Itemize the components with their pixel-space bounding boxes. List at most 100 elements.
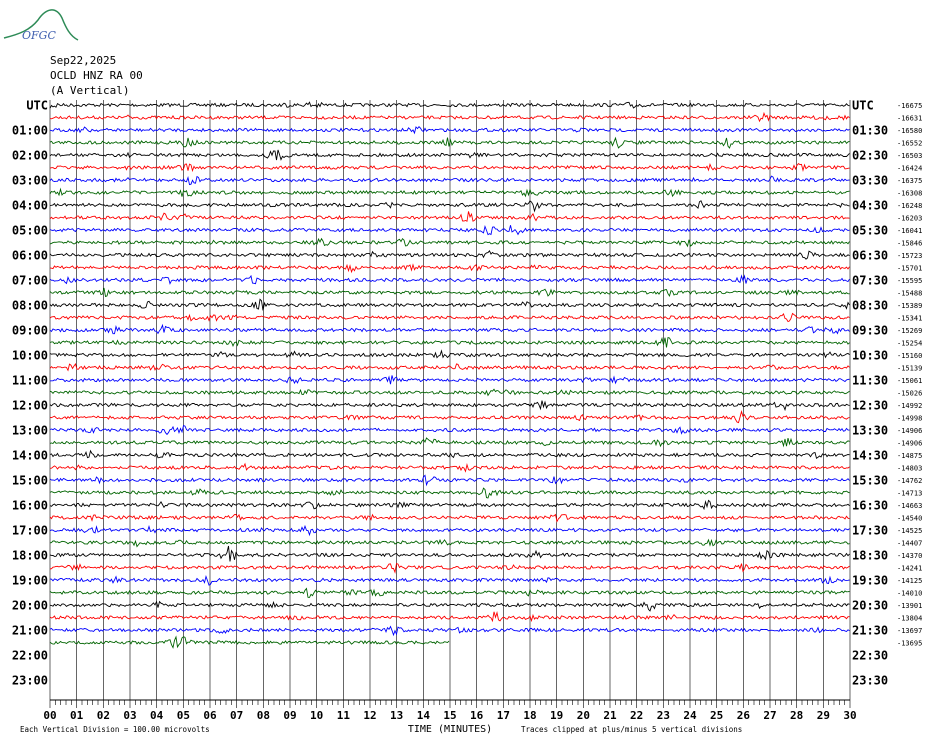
row-label-left: 14:00 [12, 449, 48, 463]
row-label-left: 09:00 [12, 324, 48, 338]
row-label-right: 01:30 [852, 124, 888, 138]
x-tick-label: 21 [603, 709, 617, 722]
station: OCLD HNZ RA 00 [50, 69, 143, 82]
x-tick-label: 23 [657, 709, 670, 722]
row-label-left: 13:00 [12, 424, 48, 438]
trace-offset: -15488 [897, 290, 922, 298]
x-tick-label: 00 [43, 709, 56, 722]
trace-offset: -14370 [897, 552, 922, 560]
row-label-right: UTC [852, 99, 874, 113]
x-tick-label: 17 [497, 709, 510, 722]
row-label-right: 16:30 [852, 499, 888, 513]
trace-offset: -15723 [897, 252, 922, 260]
trace [49, 563, 850, 574]
trace [49, 336, 850, 348]
trace-offset: -14992 [897, 402, 922, 410]
trace [49, 538, 850, 548]
row-label-right: 21:30 [852, 624, 888, 638]
x-tick-label: 02 [97, 709, 110, 722]
x-tick-label: 15 [443, 709, 456, 722]
x-tick-label: 20 [577, 709, 590, 722]
trace-offset: -14407 [897, 540, 922, 548]
trace [49, 635, 450, 649]
trace [49, 499, 850, 511]
row-label-right: 07:30 [852, 274, 888, 288]
trace-offset: -16041 [897, 227, 922, 235]
trace [49, 400, 850, 412]
row-label-left: 12:00 [12, 399, 48, 413]
trace [49, 163, 850, 173]
row-label-left: 18:00 [12, 549, 48, 563]
trace-offset: -16308 [897, 190, 922, 198]
x-tick-label: 12 [363, 709, 376, 722]
x-tick-label: 13 [390, 709, 403, 722]
trace [49, 101, 850, 109]
row-label-right: 18:30 [852, 549, 888, 563]
trace [49, 237, 850, 248]
trace-offset: -13695 [897, 640, 922, 648]
trace-offset: -15701 [897, 265, 922, 273]
x-tick-label: 06 [203, 709, 217, 722]
row-label-right: 12:30 [852, 399, 888, 413]
x-tick-label: 05 [177, 709, 190, 722]
x-tick-label: 08 [257, 709, 270, 722]
row-label-right: 11:30 [852, 374, 888, 388]
row-label-right: 04:30 [852, 199, 888, 213]
row-label-left: 05:00 [12, 224, 48, 238]
row-label-left: 02:00 [12, 149, 48, 163]
row-label-right: 02:30 [852, 149, 888, 163]
footnote: Traces clipped at plus/minus 5 vertical … [521, 725, 742, 734]
x-tick-label: 14 [417, 709, 431, 722]
trace [49, 211, 850, 222]
logo-curve [3, 9, 79, 41]
trace-offset: -15160 [897, 352, 922, 360]
trace-offset: -16248 [897, 202, 922, 210]
trace [49, 425, 850, 436]
row-label-left: 11:00 [12, 374, 48, 388]
trace [49, 175, 850, 186]
trace [49, 545, 850, 562]
x-tick-label: 30 [843, 709, 856, 722]
trace [49, 111, 850, 123]
row-label-left: 16:00 [12, 499, 48, 513]
x-axis-title: TIME (MINUTES) [408, 724, 492, 735]
trace [49, 524, 850, 537]
trace [49, 375, 850, 385]
trace [49, 136, 850, 149]
trace-offset: -15269 [897, 327, 922, 335]
trace [49, 249, 850, 260]
trace-offset: -14906 [897, 427, 922, 435]
row-label-left: UTC [26, 99, 48, 113]
x-tick-label: 29 [817, 709, 830, 722]
row-label-left: 22:00 [12, 649, 48, 663]
row-label-right: 15:30 [852, 474, 888, 488]
row-label-right: 05:30 [852, 224, 888, 238]
trace [49, 513, 850, 523]
row-label-left: 17:00 [12, 524, 48, 538]
trace-offset: -14875 [897, 452, 922, 460]
trace [49, 224, 850, 236]
row-label-left: 03:00 [12, 174, 48, 188]
trace-offset: -16580 [897, 127, 922, 135]
row-label-right: 17:30 [852, 524, 888, 538]
trace-offset: -15254 [897, 340, 922, 348]
trace-offset: -14762 [897, 477, 922, 485]
trace-offset: -16503 [897, 152, 922, 160]
trace-offset: -14906 [897, 440, 922, 448]
row-label-left: 07:00 [12, 274, 48, 288]
x-tick-label: 03 [123, 709, 136, 722]
x-tick-label: 25 [710, 709, 723, 722]
trace [49, 587, 850, 598]
row-label-left: 15:00 [12, 474, 48, 488]
trace-offset: -14125 [897, 577, 922, 585]
trace [49, 437, 850, 448]
trace-offset: -15846 [897, 240, 922, 248]
trace [49, 323, 850, 335]
trace [49, 349, 850, 359]
trace-offset: -16375 [897, 177, 922, 185]
trace-offset: -16631 [897, 115, 922, 123]
x-tick-label: 10 [310, 709, 323, 722]
x-tick-label: 26 [737, 709, 751, 722]
row-label-right: 22:30 [852, 649, 888, 663]
row-label-right: 10:30 [852, 349, 888, 363]
